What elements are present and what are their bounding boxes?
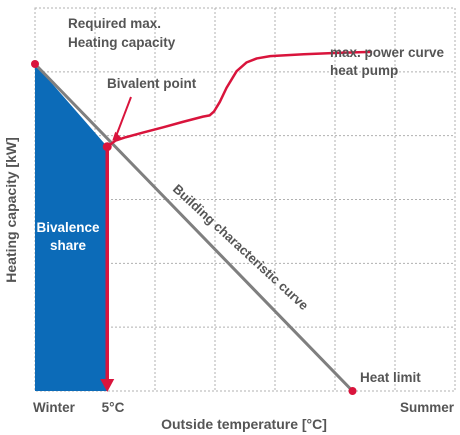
heat-pump-power-curve [105, 50, 373, 148]
annotation-bivalence-share-line1: Bivalence [36, 220, 100, 235]
arrow-layer [100, 96, 132, 392]
annotation-max-power-curve-line1: max. power curve [330, 45, 445, 60]
x-axis-label: Outside temperature [°C] [161, 416, 327, 432]
heat-limit-point [348, 387, 357, 395]
annotation-bivalent-point: Bivalent point [107, 76, 197, 91]
x-tick-label-summer: Summer [400, 400, 455, 415]
annotation-heat-limit: Heat limit [360, 370, 421, 385]
area-layer [35, 64, 108, 391]
y-axis-label: Heating capacity [kW] [3, 137, 19, 282]
building-characteristic-curve [33, 62, 355, 393]
bivalent-drop-arrowhead [100, 379, 115, 392]
x-tick-label-5c: 5°C [102, 400, 125, 415]
annotation-bivalence-share-line2: share [50, 238, 87, 253]
annotation-building-curve: Building characteristic curve [170, 181, 312, 313]
bivalent-pointer-arrowhead [112, 131, 122, 141]
line-layer [31, 50, 373, 395]
required-max-point [31, 60, 39, 68]
annotation-max-power-curve-line2: heat pump [330, 63, 398, 78]
x-tick-label-winter: Winter [33, 400, 76, 415]
annotation-required-max-line2: Heating capacity [68, 35, 176, 50]
bivalence-share-area [35, 64, 108, 391]
plot-frame [34, 7, 456, 392]
bivalent-pointer-line [115, 96, 132, 137]
annotation-required-max-line1: Required max. [68, 16, 161, 31]
grid [34, 7, 456, 392]
